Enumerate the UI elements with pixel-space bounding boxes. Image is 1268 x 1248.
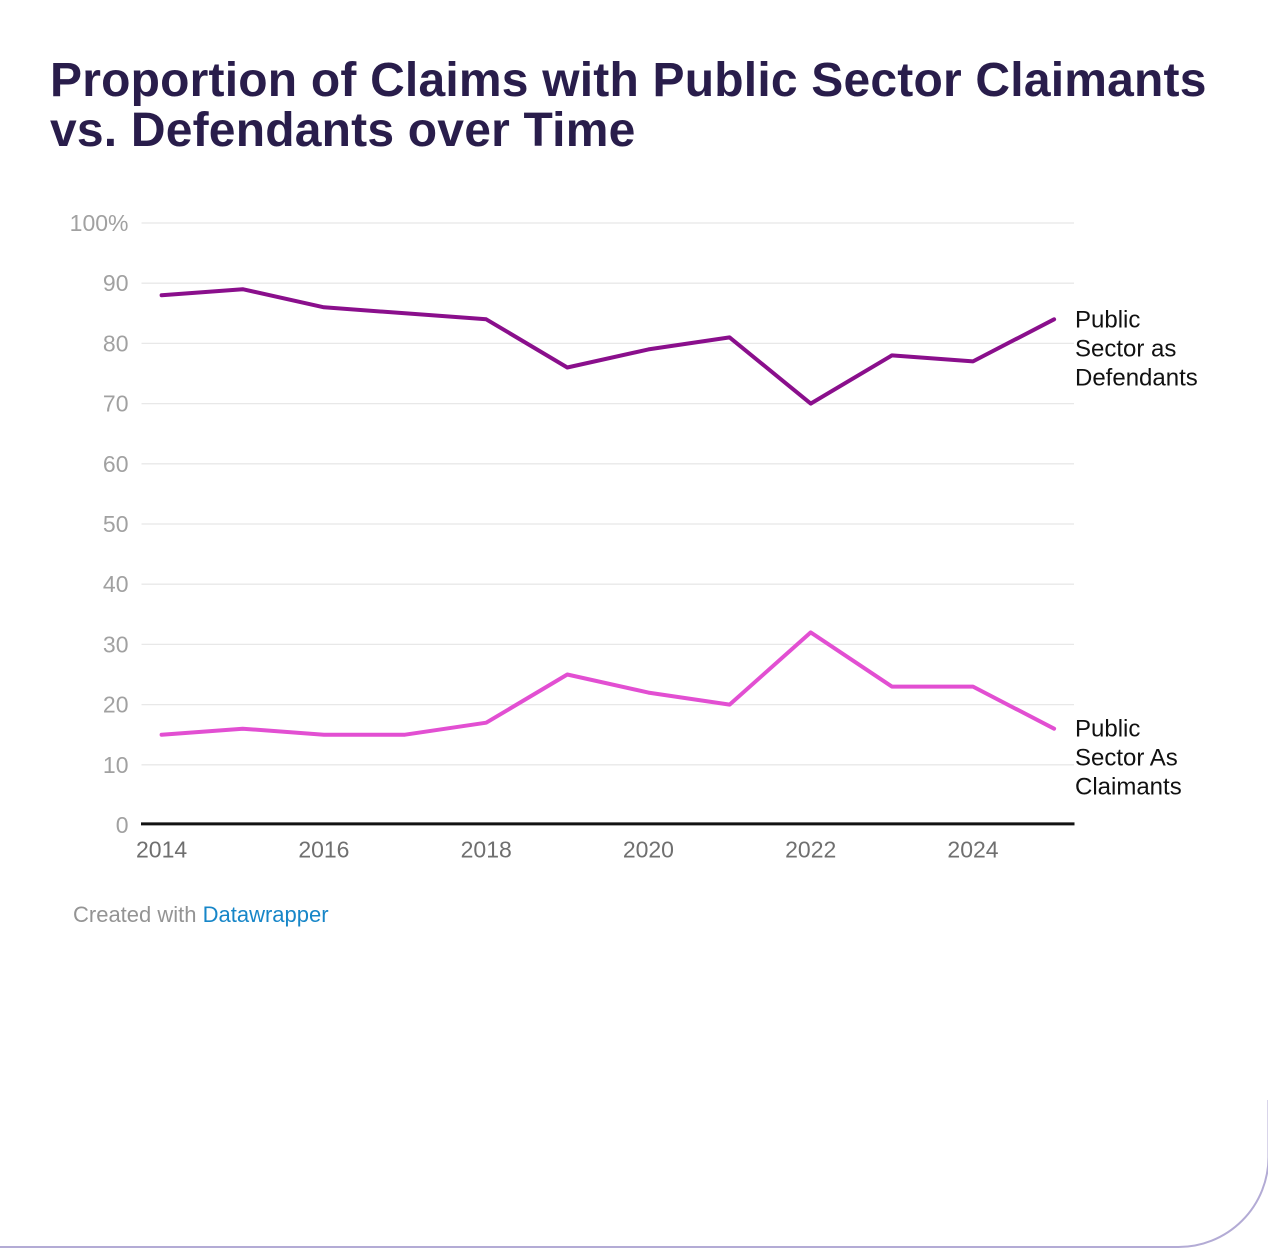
svg-text:10: 10 xyxy=(103,752,129,778)
svg-text:Sector As: Sector As xyxy=(1075,745,1178,772)
svg-text:90: 90 xyxy=(103,270,129,296)
svg-text:2024: 2024 xyxy=(947,837,998,863)
svg-text:Claimants: Claimants xyxy=(1075,774,1182,801)
svg-text:60: 60 xyxy=(103,451,129,477)
svg-text:20: 20 xyxy=(103,692,129,718)
svg-text:2014: 2014 xyxy=(136,837,187,863)
svg-text:Defendants: Defendants xyxy=(1075,364,1198,391)
svg-text:40: 40 xyxy=(103,571,129,597)
svg-text:70: 70 xyxy=(103,391,129,417)
svg-text:80: 80 xyxy=(103,330,129,356)
svg-text:0: 0 xyxy=(116,812,129,838)
svg-text:Sector as: Sector as xyxy=(1075,335,1176,362)
svg-text:Public: Public xyxy=(1075,306,1140,333)
svg-text:2020: 2020 xyxy=(623,837,674,863)
svg-text:2018: 2018 xyxy=(461,837,512,863)
svg-text:2016: 2016 xyxy=(298,837,349,863)
svg-text:30: 30 xyxy=(103,631,129,657)
svg-text:100%: 100% xyxy=(70,210,129,236)
svg-text:50: 50 xyxy=(103,511,129,537)
svg-text:Public: Public xyxy=(1075,716,1140,743)
svg-text:2022: 2022 xyxy=(785,837,836,863)
